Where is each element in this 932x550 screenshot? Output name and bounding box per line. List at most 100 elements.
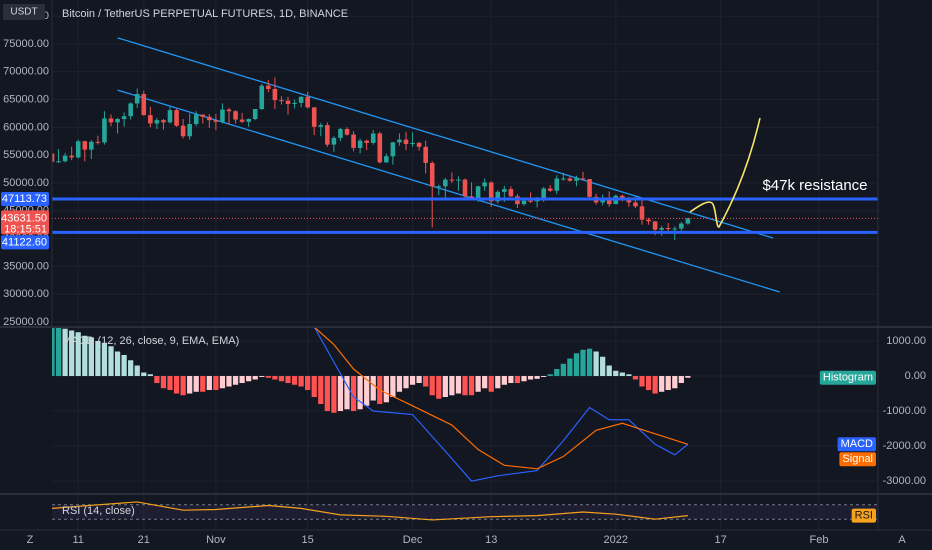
trend-line (117, 37, 774, 239)
candle-body (161, 120, 166, 123)
histogram-bar (619, 372, 625, 377)
candle-body (325, 125, 330, 145)
trend-line (117, 89, 780, 293)
candle-body (272, 88, 278, 101)
legend-label: Histogram (823, 372, 873, 384)
candle-body (646, 219, 651, 222)
candle-body (436, 186, 442, 188)
y-tick-label: 65000.00 (3, 93, 49, 105)
histogram-bar (213, 376, 219, 391)
legend-label: Signal (842, 453, 873, 465)
histogram-bar (560, 363, 566, 377)
candle-body (357, 140, 363, 148)
histogram-bar (567, 358, 573, 377)
ui-button[interactable]: Z (27, 534, 34, 546)
histogram-bar (114, 351, 121, 377)
histogram-bar (141, 372, 147, 377)
histogram-bar (88, 337, 94, 377)
candle-body (174, 110, 179, 126)
histogram-bar (593, 351, 599, 377)
candle-body (397, 139, 402, 143)
histogram-bar (429, 376, 435, 396)
candle-body (213, 120, 219, 122)
candle-body (134, 93, 140, 104)
macd-pane (52, 327, 691, 482)
histogram-bar (252, 376, 258, 380)
candle-body (102, 118, 107, 143)
candle-body (600, 199, 605, 203)
candle-body (495, 191, 501, 202)
currency-badge[interactable] (3, 4, 45, 20)
histogram-bar (173, 376, 180, 394)
candle-body (364, 140, 369, 143)
candle-body (193, 114, 199, 125)
legend-label-box (839, 452, 876, 467)
histogram-bar (547, 374, 553, 377)
candle-body (305, 96, 310, 108)
candle-body (370, 133, 376, 143)
candle-body (521, 200, 527, 205)
candle-body (338, 129, 343, 138)
histogram-bar (527, 376, 534, 380)
histogram-bar (468, 376, 475, 396)
candle-body (207, 116, 212, 121)
legend-label-box (819, 370, 876, 385)
candle-body (377, 133, 383, 163)
candle-body (429, 162, 435, 187)
histogram-bar (475, 376, 481, 392)
candle-body (443, 179, 448, 187)
price-line-label: 47113.73 (2, 193, 47, 205)
histogram-bar (652, 376, 658, 394)
x-tick-label: Dec (403, 534, 423, 546)
candle-body (659, 228, 664, 230)
y-tick-label: 60000.00 (3, 121, 49, 133)
histogram-bar (449, 376, 455, 396)
candle-body (220, 109, 225, 122)
candle-body (561, 178, 566, 180)
candle-body (587, 179, 592, 197)
candle-body (95, 141, 101, 143)
last-price-label: 43631.50 (1, 212, 47, 224)
histogram-bar (364, 376, 370, 406)
histogram-bar (108, 346, 114, 377)
candle-body (56, 161, 61, 163)
histogram-bar (357, 376, 363, 410)
histogram-bar (455, 376, 462, 394)
x-tick-label: 2022 (604, 534, 628, 546)
histogram-bar (390, 376, 396, 398)
histogram-bar (82, 335, 88, 377)
histogram-bar (311, 376, 317, 398)
histogram-bar (265, 376, 271, 378)
histogram-bar (75, 332, 81, 377)
histogram-bar (403, 376, 409, 389)
histogram-bar (193, 376, 199, 392)
histogram-bar (396, 376, 403, 392)
candle-body (318, 125, 324, 127)
ui-button[interactable]: A (898, 534, 906, 546)
candle-body (331, 137, 337, 145)
rsi-line (52, 501, 688, 521)
candle-body (456, 179, 461, 181)
x-tick-label: 17 (715, 534, 727, 546)
candle-body (200, 114, 206, 117)
histogram-bar (370, 376, 376, 401)
histogram-bar (69, 330, 75, 377)
x-tick-label: Nov (206, 534, 226, 546)
histogram-bar (436, 376, 442, 399)
histogram-bar (167, 376, 173, 391)
histogram-bar (259, 376, 265, 378)
candle-body (351, 134, 356, 148)
candle-body (344, 129, 350, 135)
candle-body (482, 182, 487, 187)
y-tick-label: 35000.00 (3, 260, 49, 272)
price-line-box (1, 235, 49, 250)
candle-body (141, 93, 147, 116)
histogram-bar (291, 376, 298, 385)
histogram-bar (239, 376, 245, 384)
histogram-bar (200, 376, 206, 392)
histogram-bar (573, 353, 580, 377)
histogram-bar (52, 327, 55, 377)
y-tick-label: 0.00 (905, 370, 926, 382)
candle-body (148, 115, 153, 124)
